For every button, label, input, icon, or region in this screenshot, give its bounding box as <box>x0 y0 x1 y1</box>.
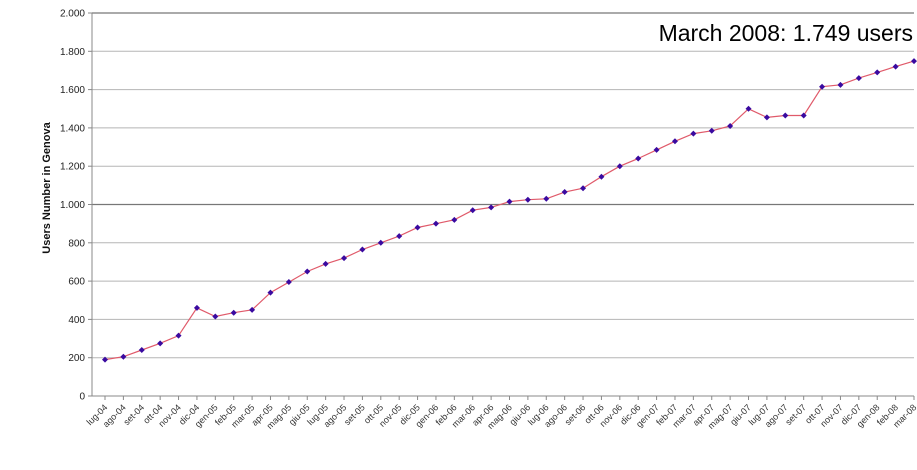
data-point <box>745 105 752 112</box>
y-tick-label: 200 <box>68 353 85 364</box>
y-tick-label: 1.000 <box>60 200 85 211</box>
y-axis-label: Users Number in Genova <box>41 121 53 253</box>
data-point <box>414 224 421 231</box>
y-tick-label: 1.600 <box>60 85 85 96</box>
data-point <box>138 347 145 354</box>
data-point <box>506 198 513 205</box>
data-point <box>285 279 292 286</box>
data-point <box>469 207 476 214</box>
data-point <box>212 313 219 320</box>
data-point <box>616 163 623 170</box>
data-point <box>359 246 366 253</box>
y-tick-label: 2.000 <box>60 9 85 20</box>
data-point <box>102 356 108 363</box>
data-point <box>322 260 329 267</box>
data-point <box>837 81 844 88</box>
y-tick-label: 1.400 <box>60 123 85 134</box>
data-point <box>708 127 715 134</box>
data-point <box>598 173 605 180</box>
data-point <box>727 122 734 129</box>
data-point <box>451 216 458 223</box>
data-point <box>874 69 881 76</box>
data-point <box>690 130 697 137</box>
data-point <box>671 138 678 145</box>
annotation-text: March 2008: 1.749 users <box>659 20 913 46</box>
data-point <box>635 155 642 162</box>
data-point <box>800 112 807 119</box>
data-point <box>230 309 237 316</box>
data-point <box>580 185 587 192</box>
data-point <box>855 75 862 82</box>
data-point <box>892 63 899 70</box>
x-tick-label: set-05 <box>342 402 367 427</box>
data-point <box>267 289 274 296</box>
data-point <box>524 196 531 203</box>
data-point <box>763 114 770 121</box>
data-points <box>102 58 917 363</box>
data-point <box>120 353 127 360</box>
data-point <box>175 332 182 339</box>
data-point <box>193 304 200 311</box>
y-tick-label: 800 <box>68 238 85 249</box>
x-tick-label: set-07 <box>783 402 808 427</box>
data-point <box>432 220 439 227</box>
data-point <box>488 204 495 211</box>
x-tick-label: set-06 <box>563 402 588 427</box>
data-point <box>157 340 164 347</box>
data-point <box>249 306 256 313</box>
data-point <box>653 146 660 153</box>
data-point <box>819 83 826 90</box>
y-tick-label: 1.800 <box>60 47 85 58</box>
data-point <box>377 239 384 246</box>
data-point <box>543 195 550 202</box>
y-tick-label: 0 <box>79 392 85 403</box>
y-tick-label: 400 <box>68 315 85 326</box>
data-point <box>304 268 311 275</box>
y-tick-label: 600 <box>68 277 85 288</box>
x-tick-label: set-04 <box>121 402 146 427</box>
grid-lines <box>92 12 914 359</box>
y-axis-ticks: 0 200 400 600 800 1.000 1.200 1.400 1.600 1.800 2.… <box>60 9 92 403</box>
y-tick-label: 1.200 <box>60 162 85 173</box>
x-axis-ticks: lug-04ago-04set-04ott-04nov-04dic-04gen-… <box>85 396 917 431</box>
data-point <box>561 189 568 196</box>
data-point <box>911 58 917 65</box>
series-line <box>104 60 915 361</box>
data-point <box>341 255 348 262</box>
data-point <box>782 112 789 119</box>
data-point <box>396 233 403 240</box>
